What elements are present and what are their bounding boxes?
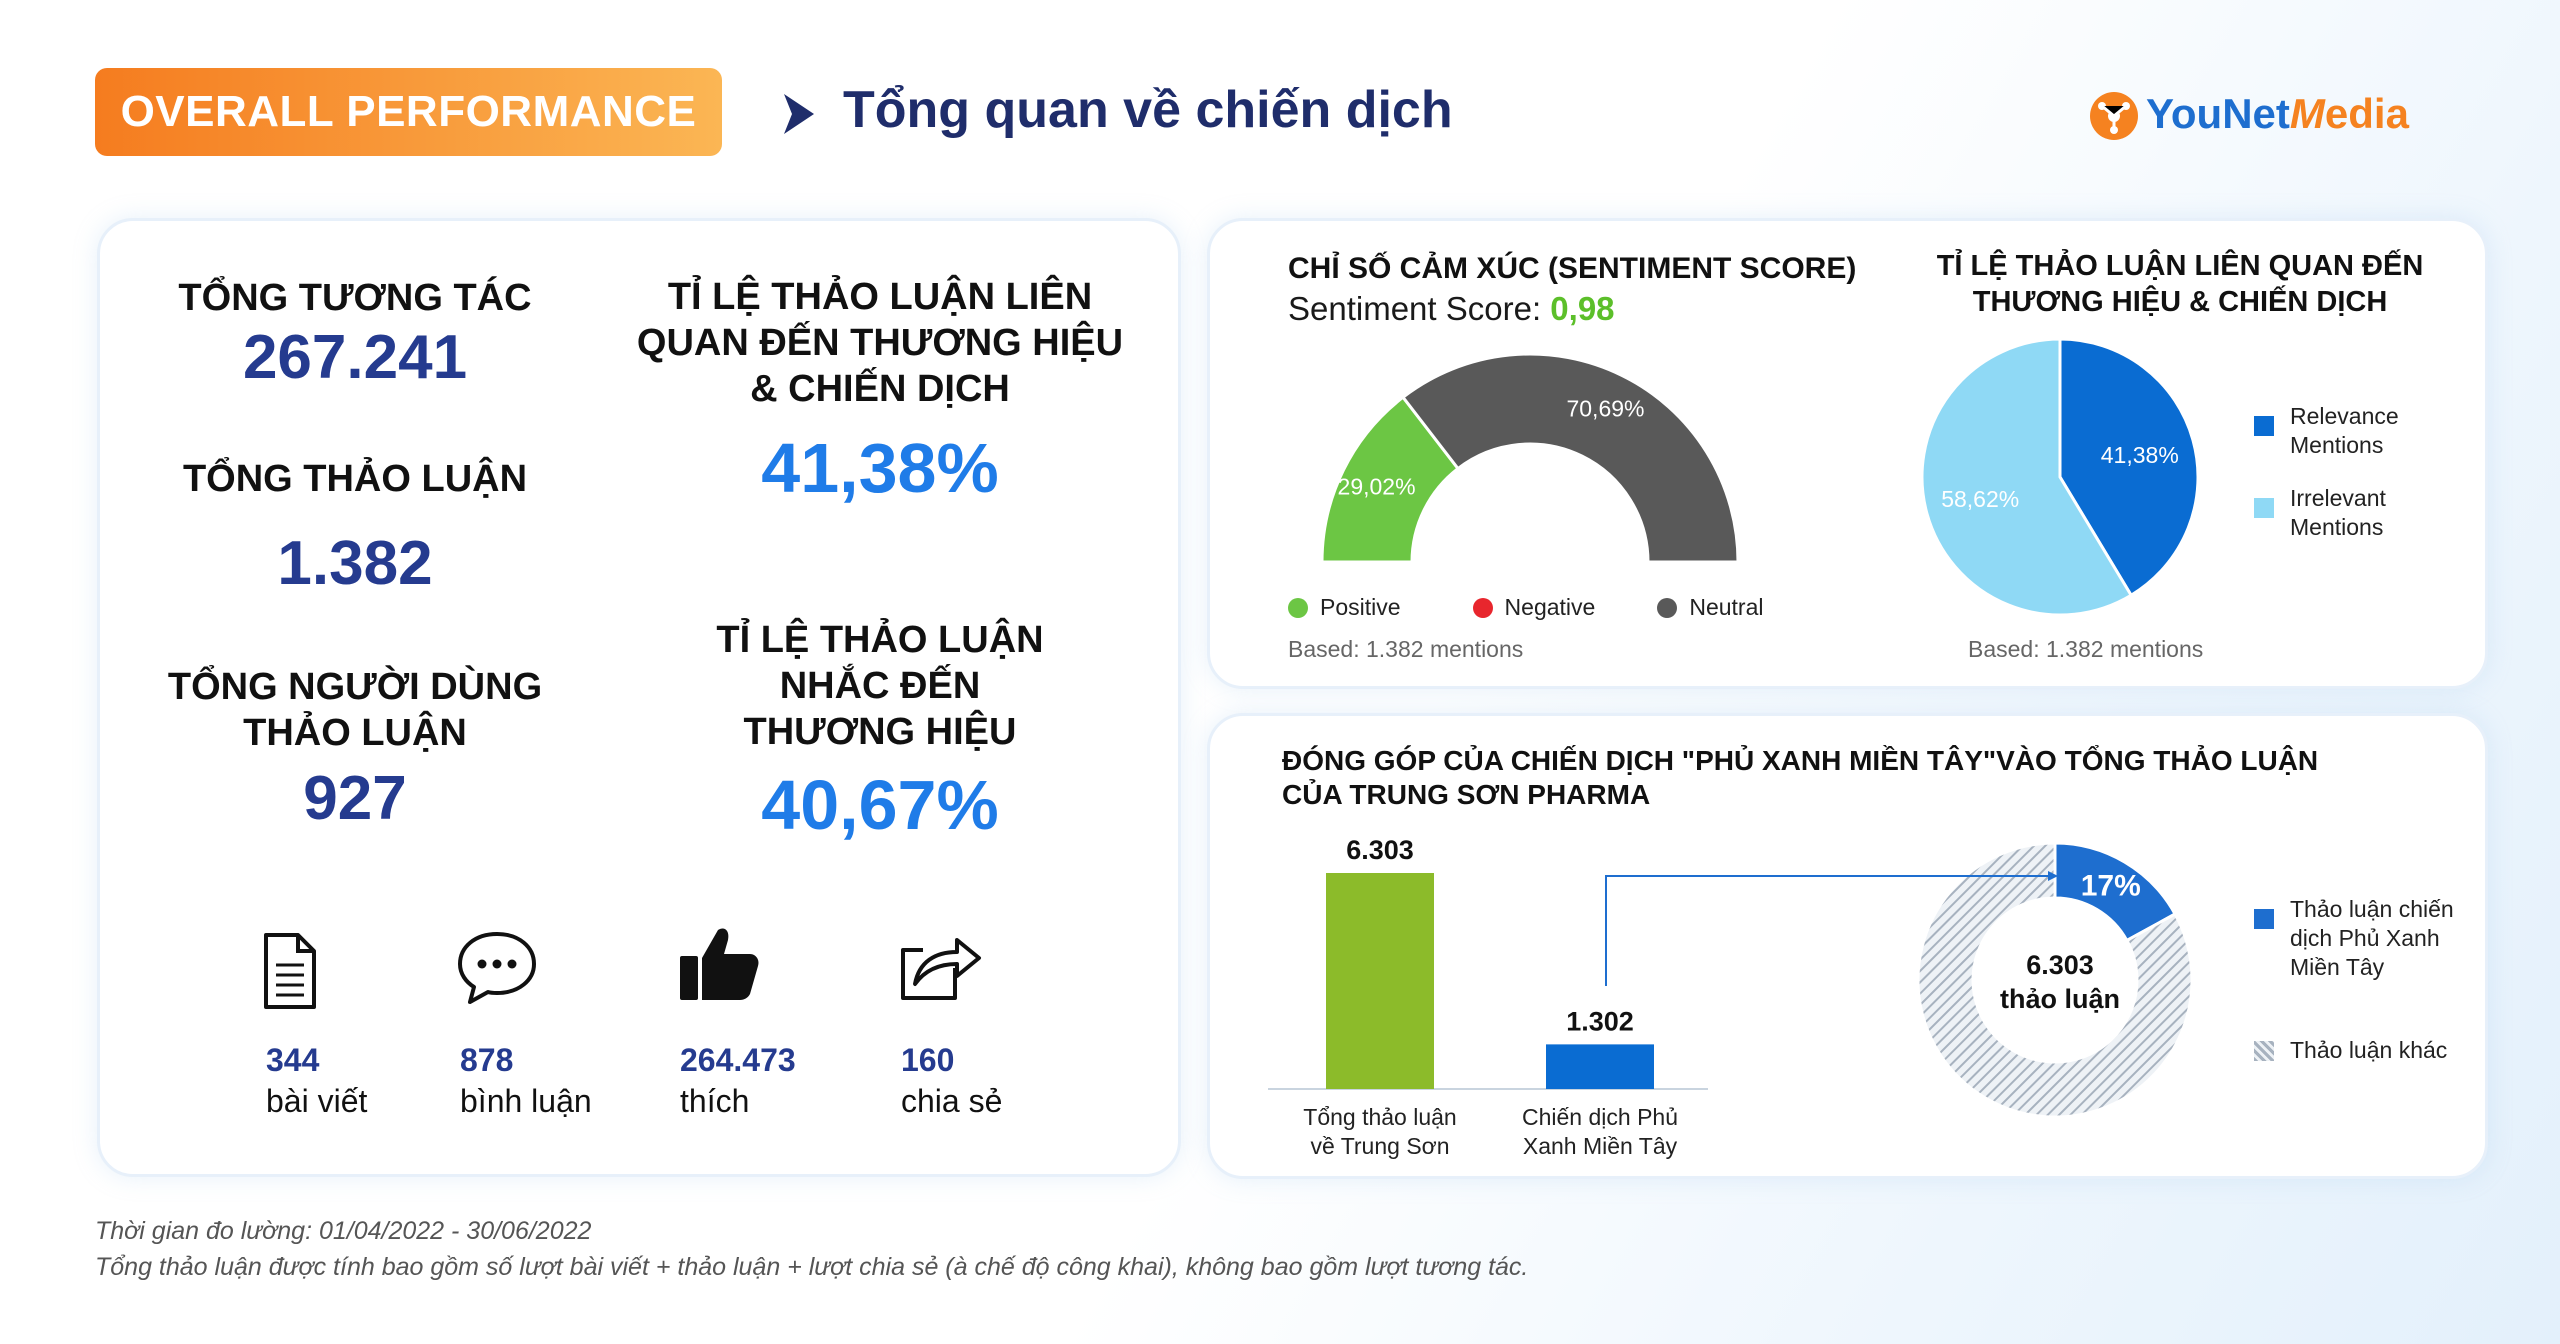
stat-value-shares: 160: [901, 1042, 955, 1078]
comment-bubble-icon: [458, 932, 536, 1004]
bar-category-label: về Trung Sơn: [1310, 1133, 1449, 1159]
kpi-label-brand-mention-rate: TỈ LỆ THẢO LUẬN NHẮC ĐẾN THƯƠNG HIỆU: [630, 617, 1130, 755]
legend-swatch-neutral: [1657, 597, 1678, 618]
kpi-label-line: TỈ LỆ THẢO LUẬN LIÊN: [667, 276, 1093, 318]
bar-data-label-tong-thao-luan-ve-trung-son: 6.303: [1346, 835, 1414, 865]
donut-center-label: 6.303 thảo luận: [1960, 948, 2160, 1016]
legend-swatch-irrelevant: [2254, 498, 2274, 518]
legend-swatch-relevance: [2254, 416, 2274, 436]
bar-category-label: Tổng thảo luận: [1303, 1104, 1456, 1130]
legend-label-negative: Negative: [1504, 594, 1596, 620]
share-icon: [901, 938, 981, 1000]
bar-chien-dich-phu-xanh-mien-tay: [1546, 1044, 1654, 1089]
logo-text-part: edia: [2324, 90, 2409, 137]
stat-label-likes: thích: [680, 1083, 750, 1119]
kpi-label-line: THẢO LUẬN: [243, 712, 467, 754]
legend-swatch-negative: [1472, 597, 1493, 618]
legend-label-line: dịch Phủ Xanh: [2290, 925, 2440, 951]
kpi-value-total-engagement: 267.241: [242, 323, 468, 392]
pie-slice-irrelevant-mentions: [1920, 337, 2134, 617]
legend-swatch-campaign: [2254, 909, 2274, 929]
relevance-legend: Relevance Mentions Irrelevant Mentions: [2254, 402, 2399, 542]
legend-label-line: Irrelevant: [2290, 485, 2386, 511]
contribution-donut-chart: 17%: [1916, 841, 2194, 1119]
page-title: Tổng quan về chiến dịch: [843, 81, 1453, 139]
gauge-segment-neutral: [1400, 352, 1740, 564]
donut-data-label-thao-luan-chien-dich-phu-xanh-mien-tay: 17%: [2081, 870, 2141, 903]
relevance-pie-chart: 41,38% 58,62%: [1920, 337, 2200, 617]
kpi-label-relevance-rate: TỈ LỆ THẢO LUẬN LIÊN QUAN ĐẾN THƯƠNG HIỆ…: [630, 274, 1130, 412]
chevron-right-icon: [784, 94, 814, 134]
bar-data-label-chien-dich-phu-xanh-mien-tay: 1.302: [1566, 1006, 1634, 1036]
legend-label-positive: Positive: [1320, 594, 1401, 620]
contribution-bar-chart: 6.303 Tổng thảo luận về Trung Sơn 1.302 Chiế…: [1268, 835, 1708, 1159]
footer-period-note: Thời gian đo lường: 01/04/2022 - 30/06/2…: [95, 1217, 592, 1245]
sentiment-based-note: Based: 1.382 mentions: [1288, 636, 1524, 662]
legend-label-line: Relevance: [2290, 403, 2399, 429]
kpi-label-line: QUAN ĐẾN THƯƠNG HIỆU: [636, 322, 1124, 364]
stat-value-comments: 878: [460, 1042, 514, 1078]
gauge-data-label-positive: 29,02%: [1338, 474, 1416, 500]
bar-tong-thao-luan-ve-trung-son: [1326, 873, 1434, 1089]
kpi-label-total-users: TỔNG NGƯỜI DÙNG THẢO LUẬN: [150, 664, 560, 756]
contribution-title: ĐÓNG GÓP CỦA CHIẾN DỊCH "PHỦ XANH MIỀN T…: [1282, 744, 2318, 812]
contribution-legend: Thảo luận chiến dịch Phủ Xanh Miền Tây T…: [2254, 895, 2454, 1065]
kpi-value-total-discussion: 1.382: [277, 529, 433, 598]
title-line: ĐÓNG GÓP CỦA CHIẾN DỊCH "PHỦ XANH MIỀN T…: [1282, 745, 2319, 776]
sentiment-gauge-chart: 29,02% 70,69%: [1320, 352, 1740, 564]
kpi-label-line: TỔNG NGƯỜI DÙNG: [167, 666, 543, 708]
kpi-label-line: THƯƠNG HIỆU: [743, 711, 1017, 753]
kpi-label-line: NHẮC ĐẾN: [779, 665, 981, 707]
bar-category-label: Xanh Miền Tây: [1523, 1133, 1678, 1159]
stat-value-likes: 264.473: [680, 1042, 796, 1078]
kpi-label-total-discussion: TỔNG THẢO LUẬN: [182, 458, 528, 500]
logo-text-part: YouNet: [2146, 90, 2290, 137]
sentiment-score-label: Sentiment Score:: [1288, 290, 1551, 327]
stat-label-comments: bình luận: [460, 1083, 592, 1119]
legend-label-neutral: Neutral: [1689, 594, 1764, 620]
sentiment-title: CHỈ SỐ CẢM XÚC (SENTIMENT SCORE): [1288, 252, 1857, 285]
title-line: THƯƠNG HIỆU & CHIẾN DỊCH: [1972, 286, 2388, 318]
legend-swatch-positive: [1288, 597, 1308, 618]
footer-definition-note: Tổng thảo luận được tính bao gồm số lượt…: [95, 1253, 1529, 1281]
legend-label-line: Thảo luận chiến: [2290, 896, 2454, 922]
title-line: CỦA TRUNG SƠN PHARMA: [1282, 779, 1651, 810]
sentiment-score: Sentiment Score: 0,98: [1288, 290, 1615, 328]
stat-label-posts: bài viết: [266, 1083, 368, 1119]
relevance-based-note: Based: 1.382 mentions: [1968, 636, 2204, 662]
gauge-data-label-neutral: 70,69%: [1566, 396, 1644, 422]
thumbs-up-icon: [680, 928, 759, 1000]
legend-label-line: Mentions: [2290, 432, 2384, 458]
kpi-value-brand-mention-rate: 40,67%: [761, 766, 999, 844]
kpi-label-line: & CHIẾN DỊCH: [750, 368, 1010, 410]
sentiment-score-value: 0,98: [1550, 290, 1615, 327]
kpi-label-line: TỈ LỆ THẢO LUẬN: [716, 619, 1044, 661]
bar-category-label: Chiến dịch Phủ: [1522, 1104, 1678, 1130]
younet-media-logo: YouNetMedia: [2088, 84, 2428, 148]
pie-data-label-relevance-mentions: 41,38%: [2101, 442, 2179, 468]
legend-swatch-other: [2254, 1040, 2274, 1061]
legend-label-other: Thảo luận khác: [2290, 1037, 2448, 1063]
kpi-value-total-users: 927: [303, 764, 407, 833]
document-icon: [264, 933, 316, 1009]
kpi-value-relevance-rate: 41,38%: [761, 429, 999, 507]
connector-line: [1605, 871, 2058, 986]
legend-label-line: Mentions: [2290, 514, 2384, 540]
sentiment-legend: Positive Negative Neutral: [1288, 594, 1763, 621]
donut-center-value: 6.303: [2026, 950, 2094, 980]
kpi-label-total-engagement: TỔNG TƯƠNG TÁC: [178, 277, 532, 319]
kpi-card: [97, 218, 1181, 1177]
legend-label-line: Miền Tây: [2290, 954, 2385, 980]
logo-mark-icon: [2090, 92, 2138, 140]
pie-data-label-irrelevant-mentions: 58,62%: [1941, 486, 2019, 512]
stat-label-shares: chia sẻ: [901, 1083, 1003, 1119]
relevance-pie-title: TỈ LỆ THẢO LUẬN LIÊN QUAN ĐẾN THƯƠNG HIỆ…: [1930, 248, 2430, 320]
pie-slice-relevance-mentions: [2058, 337, 2200, 598]
title-line: TỈ LỆ THẢO LUẬN LIÊN QUAN ĐẾN: [1936, 250, 2424, 282]
stat-value-posts: 344: [266, 1042, 320, 1078]
donut-center-unit: thảo luận: [2000, 984, 2120, 1014]
section-badge: OVERALL PERFORMANCE: [95, 68, 722, 156]
donut-segment-thao-luan-khac: [1916, 841, 2194, 1119]
